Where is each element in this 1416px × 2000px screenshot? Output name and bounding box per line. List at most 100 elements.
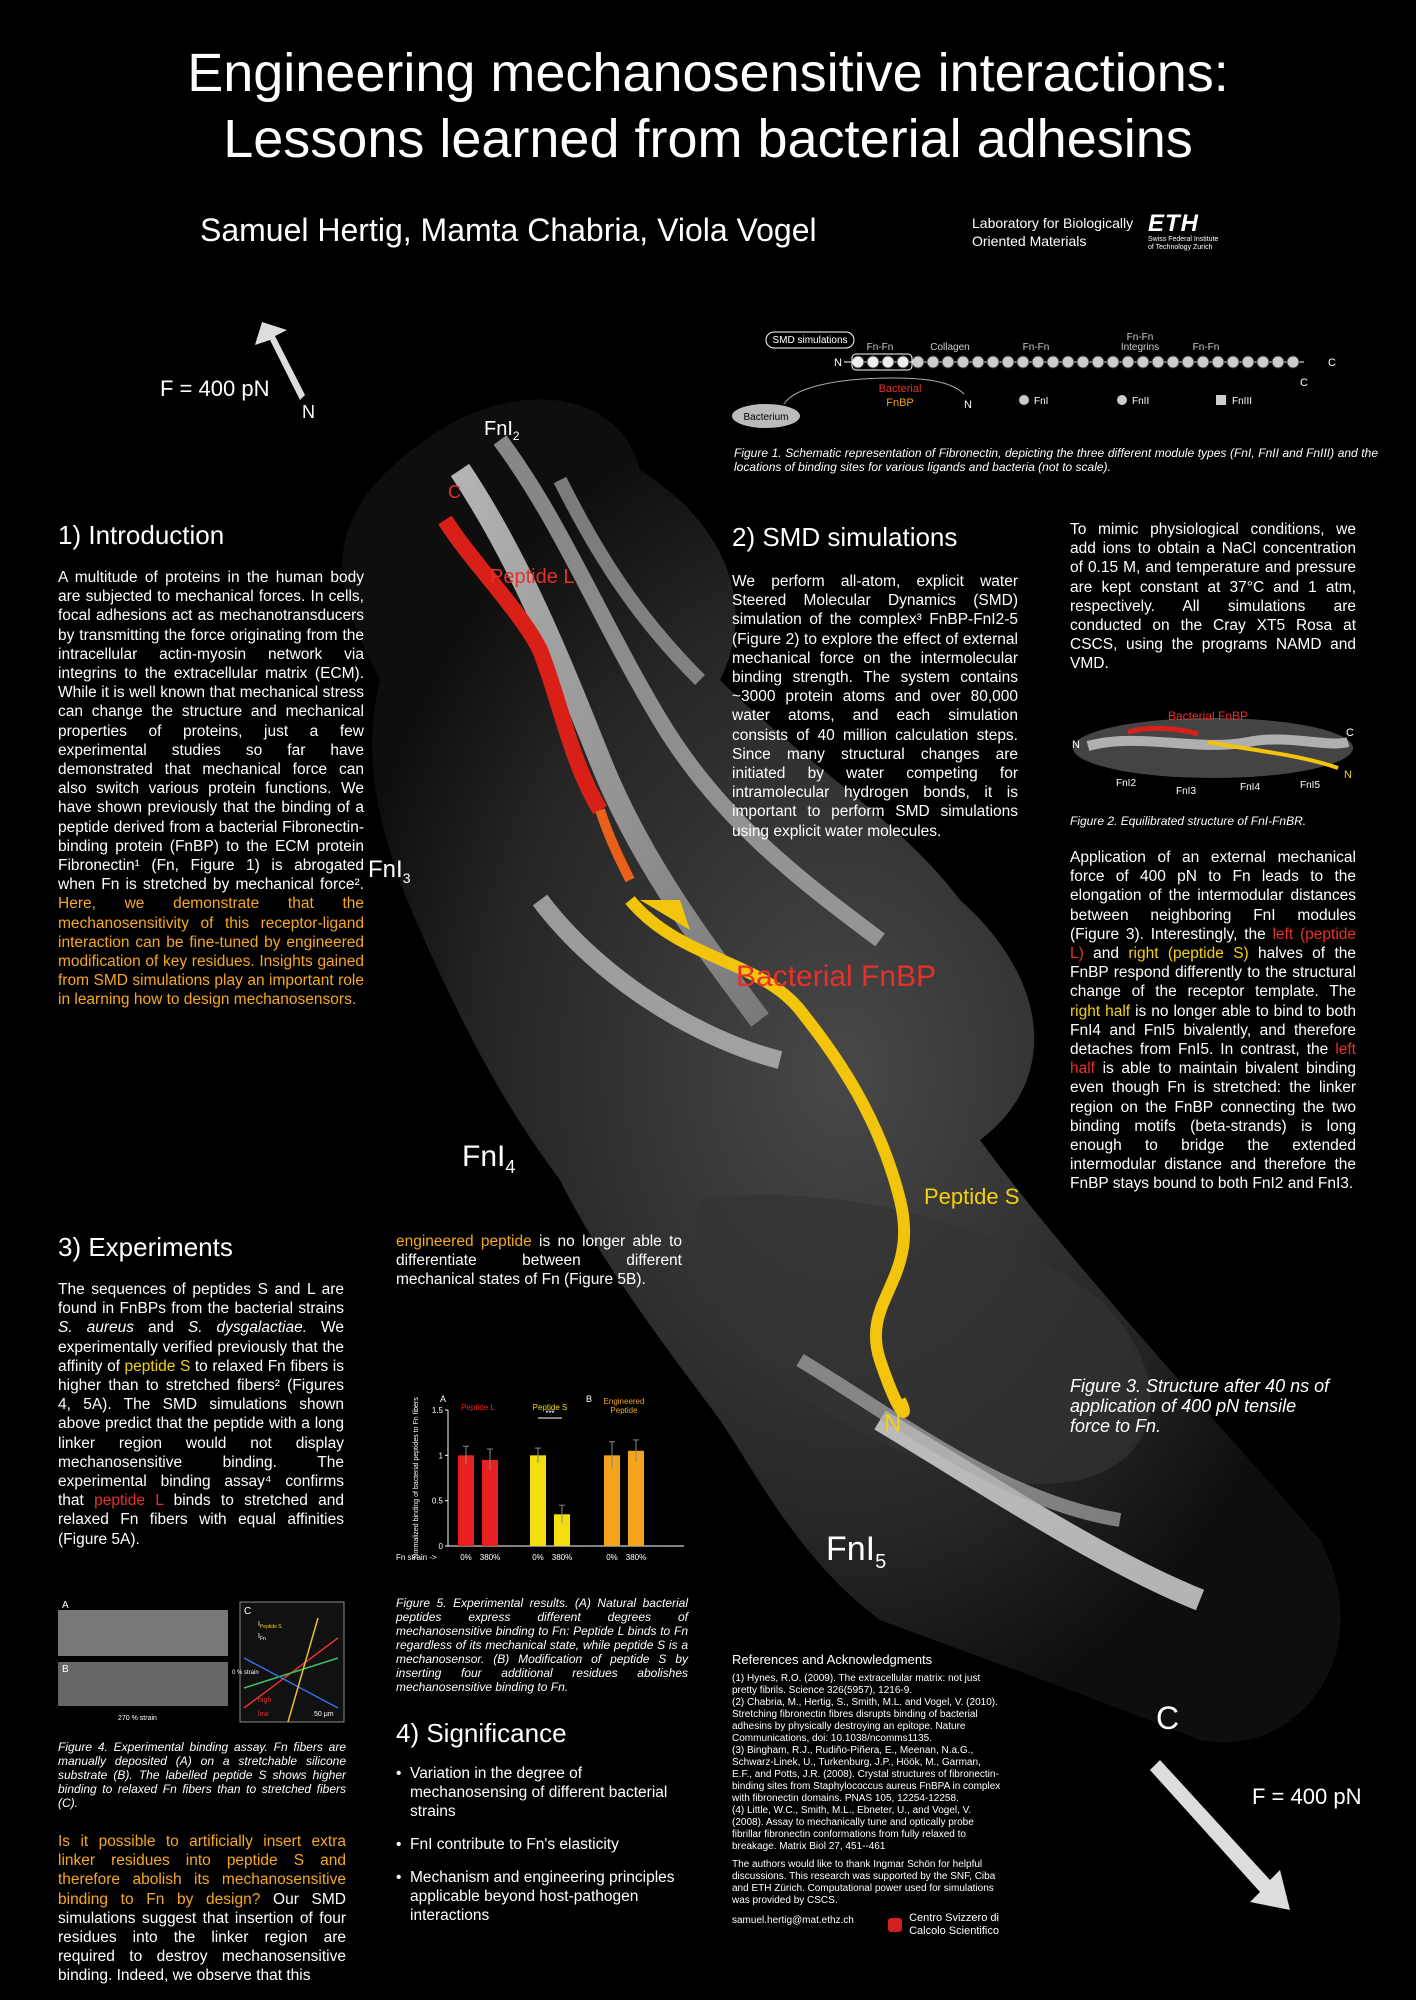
fig4-i-peptide: IPeptide S bbox=[258, 1621, 282, 1630]
cscs-line-2: Calcolo Scientifico bbox=[909, 1925, 999, 1937]
exp-t4: binds to stretched and relaxed Fn fibers… bbox=[58, 1492, 344, 1548]
lab-line-1: Laboratory for Biologically bbox=[972, 215, 1134, 231]
fig5-bar bbox=[554, 1514, 570, 1546]
fig1-module-bead bbox=[926, 355, 940, 369]
experiments-heading: 3) Experiments bbox=[58, 1232, 233, 1262]
experiments-continued: engineered peptide is no longer able to … bbox=[396, 1232, 682, 1290]
fig1-legend-fni: FnI bbox=[1034, 396, 1048, 407]
significance-list: Variation in the degree of mechanosensin… bbox=[396, 1764, 686, 1939]
fig1-module-bead bbox=[1256, 355, 1270, 369]
fig5-category-label: 0% bbox=[606, 1553, 618, 1562]
fig4-i-peptide-main: I bbox=[258, 1621, 260, 1628]
fig1-module-bead bbox=[1076, 355, 1090, 369]
fig1-module-bead bbox=[1181, 355, 1195, 369]
fig1-module-bead bbox=[1046, 355, 1060, 369]
reference-3: (3) Bingham, R.J., Rudiño-Piñera, E., Me… bbox=[732, 1745, 1001, 1804]
figure1-caption: Figure 1. Schematic representation of Fi… bbox=[734, 446, 1378, 474]
exp-t6: is no longer able to differentiate betwe… bbox=[396, 1233, 683, 1289]
exp-peptide-l: peptide L bbox=[94, 1492, 164, 1510]
fig1-module-bead bbox=[971, 355, 985, 369]
fig4-i-fn-main: I bbox=[258, 1633, 260, 1640]
app-p2: halves of the FnBP respond differently t… bbox=[1070, 945, 1356, 1001]
fig1-module-bead bbox=[956, 355, 970, 369]
fig4-strain-b: 270 % strain bbox=[118, 1715, 157, 1722]
n-terminus-bottom: N bbox=[884, 1410, 902, 1437]
references-heading: References and Acknowledgments bbox=[732, 1652, 933, 1667]
fig1-module-bead bbox=[1286, 355, 1300, 369]
exp-t3: to relaxed Fn fibers is higher than to s… bbox=[58, 1357, 344, 1510]
fig1-module-bead bbox=[881, 355, 895, 369]
fig2-fn4: FnI4 bbox=[1240, 782, 1260, 793]
figure4-caption: Figure 4. Experimental binding assay. Fn… bbox=[58, 1740, 346, 1810]
reference-2: (2) Chabria, M., Hertig, S., Smith, M.L.… bbox=[732, 1697, 998, 1744]
fig1-module-bead bbox=[1241, 355, 1255, 369]
fig4-high: high bbox=[258, 1697, 271, 1704]
fig1-c-right: C bbox=[1328, 357, 1336, 369]
exp-peptide-s: peptide S bbox=[124, 1357, 191, 1375]
reference-1: (1) Hynes, R.O. (2009). The extracellula… bbox=[732, 1673, 981, 1696]
fn3-label: FnI3 bbox=[368, 856, 410, 886]
fig5-panel-a: A bbox=[440, 1394, 446, 1404]
fig1-module-bead bbox=[1151, 355, 1165, 369]
smd-text-2: To mimic physiological conditions, we ad… bbox=[1070, 521, 1356, 673]
app-and: and bbox=[1093, 945, 1120, 963]
cscs-icon bbox=[888, 1918, 902, 1932]
fig5-bar bbox=[530, 1455, 546, 1546]
exp-and: and bbox=[148, 1319, 174, 1337]
c-terminus-bottom: C bbox=[1156, 1700, 1180, 1736]
exp-t2: We experimentally verified previously th… bbox=[58, 1319, 344, 1375]
app-p1: Application of an external mechanical fo… bbox=[1070, 849, 1356, 943]
eth-logo-text: ETH bbox=[1148, 210, 1199, 237]
fig5-series-label: Peptide S bbox=[533, 1403, 568, 1412]
force-top-text: F = 400 pN bbox=[160, 376, 270, 401]
fig2-n-left: N bbox=[1072, 739, 1080, 751]
app-p4: is able to maintain bivalent binding eve… bbox=[1070, 1060, 1356, 1193]
fig4-label-a: A bbox=[62, 1600, 69, 1611]
fig1-smd-box: SMD simulations bbox=[772, 335, 847, 346]
email-link[interactable]: samuel.hertig@mat.ethz.ch bbox=[732, 1915, 854, 1926]
fig5-y-tick-label: 1 bbox=[439, 1451, 444, 1460]
fig1-legend-fnii: FnII bbox=[1132, 396, 1149, 407]
fig4-i-fn-sub: Fn bbox=[260, 1636, 266, 1642]
fig1-module-beads bbox=[851, 355, 1300, 369]
fig1-module-bead bbox=[1196, 355, 1210, 369]
fig5-bar bbox=[604, 1455, 620, 1546]
fig5-bar bbox=[458, 1455, 474, 1546]
lab-name: Laboratory for Biologically Oriented Mat… bbox=[972, 214, 1133, 250]
fig5-bar bbox=[482, 1459, 498, 1546]
fig1-module-bead bbox=[986, 355, 1000, 369]
fig1-module-bead bbox=[851, 355, 865, 369]
fig5-bar bbox=[628, 1450, 644, 1546]
c-terminus-top: C bbox=[448, 482, 461, 502]
fig5-y-tick-label: 1.5 bbox=[432, 1406, 444, 1415]
fig5-series-label: Peptide L bbox=[461, 1403, 495, 1412]
fig5-y-label: Normalized binding of bacterial peptides… bbox=[413, 1397, 420, 1559]
fig4-low: low bbox=[258, 1711, 269, 1718]
exp-question: Is it possible to artificially insert ex… bbox=[58, 1833, 346, 1908]
cscs-line-1: Centro Svizzero di bbox=[909, 1912, 999, 1924]
fig2-bacterial-fnbp: Bacterial FnBP bbox=[1168, 709, 1248, 723]
fig4-strain-side: 0 % strain bbox=[232, 1670, 259, 1676]
fig1-module-bead bbox=[896, 355, 910, 369]
fig1-module-bead bbox=[941, 355, 955, 369]
application-text: Application of an external mechanical fo… bbox=[1070, 848, 1356, 1194]
figure2-image: Bacterial FnBP N C N FnI2 FnI3 FnI4 FnI5 bbox=[1072, 709, 1354, 797]
authors: Samuel Hertig, Mamta Chabria, Viola Voge… bbox=[200, 212, 817, 248]
figure5-chart: 0 0.5 1 1.5 Normalized binding of bacterial … bbox=[396, 1394, 684, 1562]
force-label-top: F = 400 pN bbox=[160, 376, 269, 402]
figure3-caption: Figure 3. Structure after 40 ns of appli… bbox=[1070, 1376, 1330, 1436]
smd-text: We perform all-atom, explicit water Stee… bbox=[732, 573, 1018, 840]
fig5-x-label: Fn strain -> bbox=[396, 1553, 437, 1562]
exp-dysgalactiae: S. dysgalactiae. bbox=[187, 1319, 308, 1337]
intro-highlight-text: Here, we demonstrate that the mechanosen… bbox=[58, 895, 364, 1009]
fn5-sub: 5 bbox=[875, 1550, 887, 1573]
fig4-label-c: C bbox=[244, 1606, 251, 1617]
fig1-integrins: Integrins bbox=[1121, 342, 1159, 353]
bacterial-fnbp-label: Bacterial FnBP bbox=[736, 960, 937, 993]
fig1-legend-fniii: FnIII bbox=[1232, 396, 1252, 407]
fig5-category-label: 380% bbox=[480, 1553, 500, 1562]
intro-heading: 1) Introduction bbox=[58, 520, 225, 550]
fig1-module-bead bbox=[1061, 355, 1075, 369]
fig1-fnfn1: Fn-Fn bbox=[867, 342, 894, 353]
